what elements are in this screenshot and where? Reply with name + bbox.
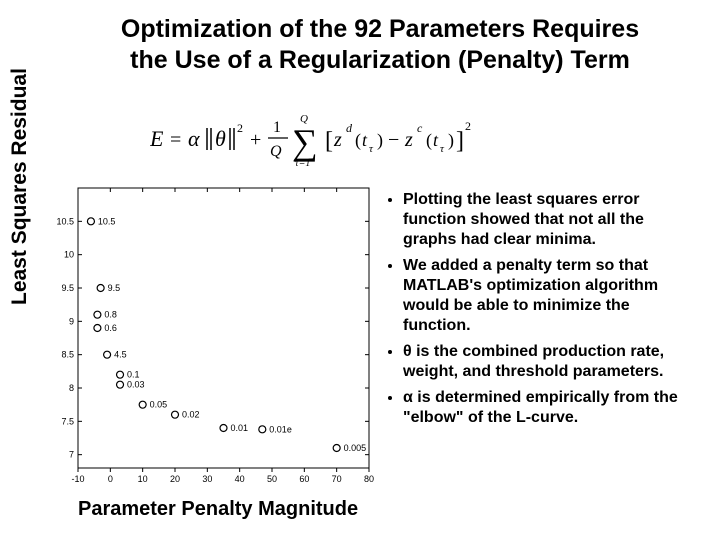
eq-zc: z [404,129,413,151]
eq-t1: t [362,130,368,150]
svg-text:0.005: 0.005 [344,443,367,453]
eq-rbracket: ] [456,128,464,154]
eq-paren4: ) [448,130,454,151]
svg-text:0.03: 0.03 [127,380,145,390]
eq-equals: = [170,129,181,151]
svg-text:10: 10 [138,474,148,484]
eq-tau2: τ [440,143,445,155]
eq-theta: θ [215,126,226,151]
eq-plus: + [250,129,261,151]
eq-alpha: α [188,126,200,151]
svg-text:0.05: 0.05 [150,400,168,410]
svg-text:70: 70 [332,474,342,484]
slide: Optimization of the 92 Parameters Requir… [0,0,720,540]
svg-text:9.5: 9.5 [61,283,74,293]
eq-supc: c [417,121,423,135]
svg-text:0: 0 [108,474,113,484]
bullet-3: θ is the combined production rate, weigh… [403,342,700,382]
x-axis-label: Parameter Penalty Magnitude [78,498,358,521]
svg-text:60: 60 [299,474,309,484]
svg-text:40: 40 [235,474,245,484]
chart-svg: -10 0 10 20 30 40 50 60 70 80 7 7.5 8 8.5 9 9.5 10 10.5 10… [50,180,375,490]
eq-minus: − [388,129,399,151]
eq-sq2: 2 [465,119,471,133]
svg-text:-10: -10 [71,474,84,484]
eq-sum-bot: τ=1 [295,158,310,168]
eq-paren1: ( [355,130,361,151]
svg-text:50: 50 [267,474,277,484]
svg-text:8.5: 8.5 [61,350,74,360]
svg-text:10.5: 10.5 [98,216,116,226]
svg-text:20: 20 [170,474,180,484]
eq-t2: t [433,130,439,150]
eq-sigma: ∑ [292,122,318,162]
svg-text:0.1: 0.1 [127,370,140,380]
eq-paren2: ) [377,130,383,151]
bullet-4: α is determined empirically from the "el… [403,388,700,428]
bullet-2: We added a penalty term so that MATLAB's… [403,256,700,336]
svg-text:10.5: 10.5 [56,216,74,226]
l-curve-chart: -10 0 10 20 30 40 50 60 70 80 7 7.5 8 8.5 9 9.5 10 10.5 10… [50,180,375,490]
svg-text:7.5: 7.5 [61,416,74,426]
equation-svg: E = α θ 2 + 1 Q ∑ Q τ=1 [ [150,110,520,168]
eq-E: E [150,126,164,151]
eq-sum-top: Q [300,113,308,125]
eq-den: Q [270,143,282,160]
svg-text:0.02: 0.02 [182,410,200,420]
eq-sq1: 2 [237,121,243,135]
eq-zd: z [333,129,342,151]
svg-text:30: 30 [202,474,212,484]
eq-tau1: τ [369,143,374,155]
svg-text:0.01: 0.01 [231,423,249,433]
svg-text:80: 80 [364,474,374,484]
eq-num: 1 [273,119,281,136]
svg-text:9: 9 [69,316,74,326]
svg-text:10: 10 [64,250,74,260]
svg-text:8: 8 [69,383,74,393]
svg-text:0.8: 0.8 [104,310,117,320]
svg-text:0.6: 0.6 [104,323,117,333]
eq-lbracket: [ [325,128,333,154]
eq-supd: d [346,121,353,135]
svg-text:9.5: 9.5 [108,283,121,293]
title-line-1: Optimization of the 92 Parameters Requir… [121,15,639,43]
svg-text:7: 7 [69,450,74,460]
bullet-1: Plotting the least squares error functio… [403,190,700,250]
slide-title: Optimization of the 92 Parameters Requir… [70,14,690,77]
eq-paren3: ( [426,130,432,151]
y-axis-label: Least Squares Residual [8,68,32,305]
title-line-2: the Use of a Regularization (Penalty) Te… [130,46,630,74]
svg-text:0.01e: 0.01e [269,424,292,434]
svg-text:4.5: 4.5 [114,350,127,360]
equation: E = α θ 2 + 1 Q ∑ Q τ=1 [ [150,110,520,168]
bullet-list: Plotting the least squares error functio… [385,190,700,434]
